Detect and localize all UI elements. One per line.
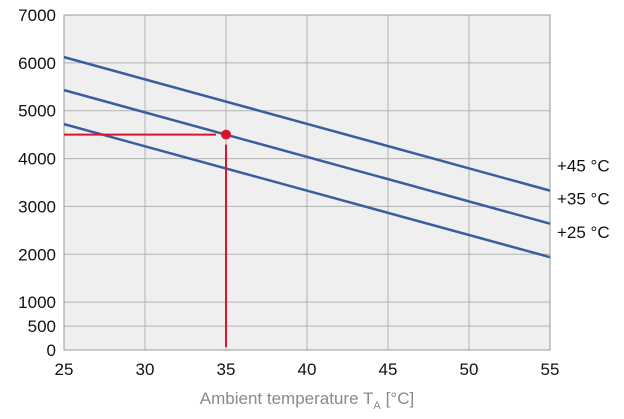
x-tick-labels: 25 30 35 40 45 50 55 — [55, 360, 560, 379]
y-tick-labels: 0 500 1000 2000 3000 4000 5000 6000 7000 — [18, 6, 56, 360]
y-tick-label-5000: 5000 — [18, 102, 56, 121]
x-tick-label-55: 55 — [541, 360, 560, 379]
y-tick-label-1000: 1000 — [18, 293, 56, 312]
series-label-2: +25 °C — [557, 223, 610, 242]
x-axis-label-unit: [°C] — [386, 389, 415, 408]
y-tick-label-3000: 3000 — [18, 197, 56, 216]
y-tick-label-500: 500 — [28, 317, 56, 336]
y-tick-label-7000: 7000 — [18, 6, 56, 25]
plot-frame — [63, 14, 551, 351]
x-tick-label-25: 25 — [55, 360, 74, 379]
annotation-point — [221, 129, 231, 140]
series-labels: +45 °C +35 °C +25 °C — [557, 157, 610, 243]
x-axis-label-main: Ambient temperature T — [200, 389, 374, 408]
series-lines — [63, 55, 551, 259]
x-tick-label-40: 40 — [298, 360, 317, 379]
series-label-1: +35 °C — [557, 190, 610, 209]
x-axis-label-subscript: A — [373, 400, 381, 412]
series-line-2 — [63, 122, 551, 259]
x-tick-label-35: 35 — [217, 360, 236, 379]
y-tick-label-6000: 6000 — [18, 54, 56, 73]
x-tick-label-30: 30 — [136, 360, 155, 379]
y-tick-label-2000: 2000 — [18, 245, 56, 264]
annotation — [64, 129, 231, 348]
y-tick-label-4000: 4000 — [18, 150, 56, 169]
series-label-0: +45 °C — [557, 157, 610, 176]
series-line-1 — [63, 88, 551, 225]
x-axis-label: Ambient temperature TA [°C] — [200, 389, 414, 412]
series-line-0 — [63, 55, 551, 192]
x-tick-label-50: 50 — [460, 360, 479, 379]
y-tick-label-0: 0 — [47, 341, 56, 360]
x-tick-label-45: 45 — [379, 360, 398, 379]
